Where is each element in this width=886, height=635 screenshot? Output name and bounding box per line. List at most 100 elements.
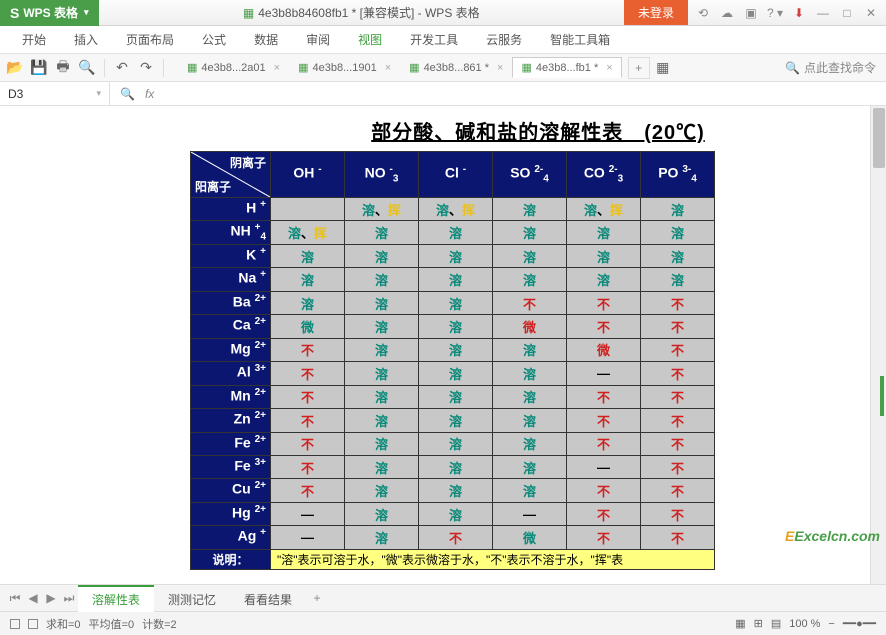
solubility-cell[interactable]: 溶 — [493, 198, 567, 221]
solubility-cell[interactable]: 不 — [567, 385, 641, 408]
solubility-cell[interactable]: 不 — [271, 409, 345, 432]
solubility-cell[interactable]: 溶 — [345, 244, 419, 267]
solubility-cell[interactable]: 溶 — [493, 244, 567, 267]
preview-icon[interactable]: 🔍 — [76, 57, 98, 79]
solubility-cell[interactable]: 溶 — [419, 409, 493, 432]
solubility-cell[interactable]: 溶 — [493, 455, 567, 478]
solubility-cell[interactable]: 不 — [567, 315, 641, 338]
menu-智能工具箱[interactable]: 智能工具箱 — [536, 26, 624, 54]
app-badge[interactable]: S WPS 表格 ▾ — [0, 0, 99, 26]
solubility-cell[interactable]: 不 — [271, 362, 345, 385]
solubility-cell[interactable]: 溶 — [345, 268, 419, 291]
solubility-cell[interactable]: 溶 — [345, 455, 419, 478]
solubility-cell[interactable]: 溶 — [493, 385, 567, 408]
solubility-cell[interactable]: 溶 — [419, 455, 493, 478]
solubility-cell[interactable]: 不 — [419, 526, 493, 549]
solubility-cell[interactable]: 溶 — [493, 362, 567, 385]
solubility-cell[interactable]: 不 — [641, 409, 715, 432]
sheet-tab[interactable]: 看看结果 — [230, 585, 306, 612]
solubility-cell[interactable]: — — [271, 526, 345, 549]
solubility-cell[interactable]: 溶 — [419, 479, 493, 502]
solubility-cell[interactable]: 不 — [271, 385, 345, 408]
doc-tab[interactable]: ▦4e3b8...fb1 *× — [512, 57, 621, 78]
solubility-cell[interactable]: 溶 — [271, 268, 345, 291]
solubility-cell[interactable]: 溶、挥 — [567, 198, 641, 221]
view-layout-icon[interactable]: ▤ — [771, 617, 781, 630]
solubility-cell[interactable]: 溶 — [641, 268, 715, 291]
tab-list-button[interactable]: ▦ — [652, 57, 674, 79]
solubility-cell[interactable]: 不 — [641, 338, 715, 361]
solubility-cell[interactable]: — — [567, 455, 641, 478]
next-sheet-button[interactable]: ▶ — [42, 588, 60, 608]
solubility-cell[interactable]: 微 — [567, 338, 641, 361]
solubility-cell[interactable]: 溶 — [345, 338, 419, 361]
first-sheet-button[interactable]: ⏮ — [6, 588, 24, 608]
view-page-icon[interactable]: ⊞ — [754, 617, 763, 630]
solubility-cell[interactable]: 不 — [641, 479, 715, 502]
solubility-cell[interactable]: 不 — [567, 291, 641, 314]
solubility-cell[interactable]: 溶 — [419, 432, 493, 455]
save-icon[interactable]: 💾 — [28, 57, 50, 79]
solubility-cell[interactable]: 不 — [493, 291, 567, 314]
solubility-cell[interactable]: 不 — [641, 362, 715, 385]
solubility-cell[interactable]: 溶 — [567, 244, 641, 267]
scroll-thumb[interactable] — [873, 108, 885, 168]
solubility-cell[interactable]: 溶 — [419, 385, 493, 408]
zoom-slider[interactable]: ━━●━━ — [843, 617, 876, 630]
zoom-out-button[interactable]: − — [828, 618, 834, 630]
solubility-cell[interactable]: 溶 — [493, 221, 567, 244]
solubility-cell[interactable]: 微 — [271, 315, 345, 338]
solubility-cell[interactable]: 溶 — [419, 221, 493, 244]
doc-tab[interactable]: ▦4e3b8...2a01× — [178, 57, 289, 78]
solubility-cell[interactable]: 溶 — [567, 221, 641, 244]
solubility-cell[interactable]: 溶 — [641, 221, 715, 244]
solubility-cell[interactable]: 溶 — [419, 244, 493, 267]
solubility-cell[interactable]: 不 — [271, 455, 345, 478]
view-normal-icon[interactable]: ▦ — [735, 617, 745, 630]
undo-icon[interactable]: ↶ — [111, 57, 133, 79]
solubility-cell[interactable]: 不 — [567, 502, 641, 525]
solubility-cell[interactable]: 不 — [567, 432, 641, 455]
solubility-cell[interactable]: 溶 — [493, 338, 567, 361]
solubility-cell[interactable]: 溶 — [345, 409, 419, 432]
solubility-cell[interactable]: 不 — [641, 291, 715, 314]
solubility-cell[interactable]: 不 — [271, 479, 345, 502]
last-sheet-button[interactable]: ⏭ — [60, 588, 78, 608]
solubility-cell[interactable]: 不 — [641, 455, 715, 478]
close-icon[interactable]: × — [274, 62, 280, 74]
menu-审阅[interactable]: 审阅 — [292, 26, 344, 54]
solubility-cell[interactable]: 溶 — [345, 502, 419, 525]
vertical-scrollbar[interactable] — [870, 106, 886, 584]
solubility-cell[interactable]: 不 — [641, 432, 715, 455]
solubility-cell[interactable]: 溶 — [493, 432, 567, 455]
sheet-area[interactable]: 部分酸、碱和盐的溶解性表 (20℃) 阴离子阳离子OH -NO -3Cl -SO… — [0, 106, 886, 584]
name-box[interactable]: D3 ▾ — [0, 82, 110, 105]
solubility-cell[interactable]: 溶 — [345, 432, 419, 455]
menu-云服务[interactable]: 云服务 — [472, 26, 536, 54]
mode-icon[interactable] — [28, 619, 38, 629]
close-button[interactable]: ✕ — [860, 3, 882, 23]
record-icon[interactable] — [10, 619, 20, 629]
sheet-tab[interactable]: 溶解性表 — [78, 585, 154, 612]
solubility-cell[interactable]: 溶 — [345, 479, 419, 502]
solubility-cell[interactable] — [271, 198, 345, 221]
solubility-cell[interactable]: 不 — [271, 338, 345, 361]
solubility-cell[interactable]: 溶 — [345, 315, 419, 338]
close-icon[interactable]: × — [606, 62, 612, 74]
doc-tab[interactable]: ▦4e3b8...861 *× — [400, 57, 512, 78]
solubility-cell[interactable]: 不 — [641, 526, 715, 549]
solubility-cell[interactable]: 溶 — [271, 291, 345, 314]
add-tab-button[interactable]: + — [628, 57, 650, 79]
solubility-cell[interactable]: 溶 — [641, 198, 715, 221]
solubility-cell[interactable]: 溶 — [493, 479, 567, 502]
solubility-cell[interactable]: 溶 — [493, 268, 567, 291]
skin-icon[interactable]: ▣ — [740, 3, 762, 23]
add-sheet-button[interactable]: + — [306, 591, 328, 605]
pin-icon[interactable]: ⬇ — [788, 3, 810, 23]
minimize-button[interactable]: — — [812, 3, 834, 23]
solubility-cell[interactable]: 溶 — [419, 502, 493, 525]
menu-数据[interactable]: 数据 — [240, 26, 292, 54]
solubility-cell[interactable]: — — [271, 502, 345, 525]
close-icon[interactable]: × — [385, 62, 391, 74]
solubility-cell[interactable]: 不 — [567, 479, 641, 502]
